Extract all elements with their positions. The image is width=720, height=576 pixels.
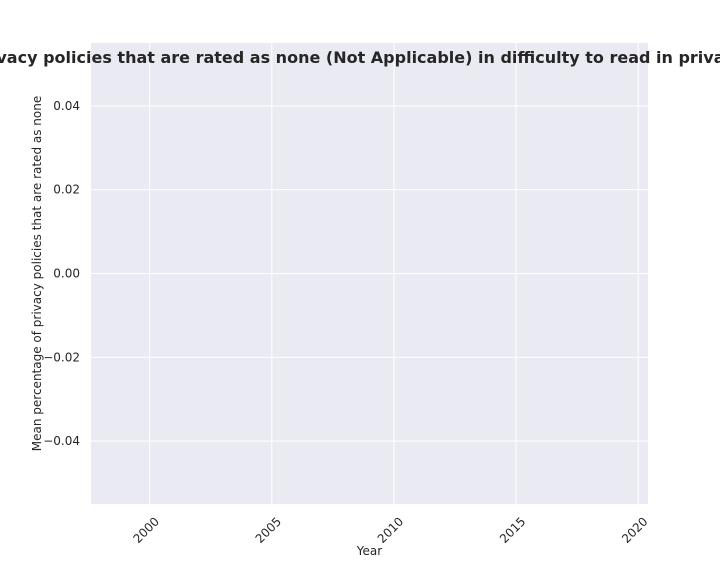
chart-title: Mean percentage of privacy policies that… [0, 48, 720, 67]
x-tick-label: 2005 [253, 514, 284, 545]
y-tick-label: −0.02 [43, 350, 80, 364]
x-tick-labels: 2000 2005 2010 2015 2020 [130, 514, 650, 545]
y-tick-labels: −0.04 −0.02 0.00 0.02 0.04 [43, 99, 80, 448]
grid-lines [91, 43, 648, 504]
x-tick-label: 2000 [130, 514, 161, 545]
y-tick-label: 0.02 [53, 183, 80, 197]
y-axis-label: Mean percentage of privacy policies that… [30, 96, 44, 451]
y-tick-label: −0.04 [43, 434, 80, 448]
y-tick-label: 0.04 [53, 99, 80, 113]
x-axis-label: Year [356, 544, 382, 558]
y-tick-label: 0.00 [53, 267, 80, 281]
x-tick-label: 2020 [619, 514, 650, 545]
x-tick-label: 2010 [375, 514, 406, 545]
x-tick-label: 2015 [497, 514, 528, 545]
